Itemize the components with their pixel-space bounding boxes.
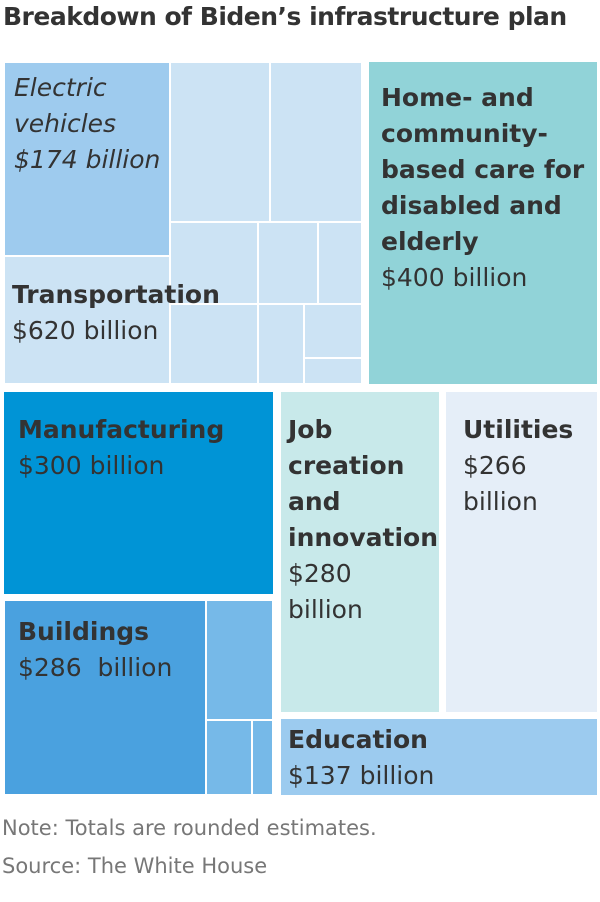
label-home-care-name: Home- and community-based care for disab… [381, 83, 585, 256]
label-manufacturing-value: $300 billion [18, 451, 165, 480]
cell-transportation-sub-4 [258, 222, 318, 304]
cell-transportation-sub-2 [270, 62, 362, 222]
label-transportation: Transportation $620 billion [12, 277, 242, 349]
cell-transportation-sub-3 [170, 222, 258, 304]
cell-transportation-sub-8 [304, 304, 362, 358]
label-buildings: Buildings $286 billion [18, 614, 203, 686]
cell-manufacturing [4, 392, 273, 594]
label-education: Education $137 billion [288, 722, 588, 794]
cell-transportation-sub-7 [258, 304, 304, 384]
label-job-creation-value: $280 billion [288, 559, 363, 624]
label-electric-vehicles-name: Electric vehicles [14, 73, 117, 138]
cell-buildings-main [4, 600, 206, 795]
cell-buildings-sub-1 [206, 600, 273, 720]
cell-transportation-sub-5 [318, 222, 362, 304]
label-home-care-value: $400 billion [381, 263, 528, 292]
chart-title: Breakdown of Biden’s infrastructure plan [3, 2, 567, 31]
cell-education [281, 719, 597, 795]
footnote: Note: Totals are rounded estimates. [2, 816, 377, 840]
cell-buildings-sub-3 [252, 720, 273, 795]
cell-buildings-sub-2 [206, 720, 252, 795]
label-utilities: Utilities $266 billion [463, 412, 583, 520]
label-buildings-value: $286 billion [18, 653, 173, 682]
source-note: Source: The White House [2, 854, 268, 878]
cell-transportation-sub-6 [170, 304, 258, 384]
label-utilities-value: $266 billion [463, 451, 538, 516]
cell-home-care [369, 62, 597, 384]
label-manufacturing-name: Manufacturing [18, 415, 225, 444]
label-job-creation-name: Job creation and innovation [288, 415, 438, 552]
label-manufacturing: Manufacturing $300 billion [18, 412, 268, 484]
label-education-value: $137 billion [288, 761, 435, 790]
label-electric-vehicles: Electric vehicles $174 billion [14, 70, 164, 178]
label-buildings-name: Buildings [18, 617, 150, 646]
label-transportation-value: $620 billion [12, 316, 159, 345]
label-electric-vehicles-value: $174 billion [14, 145, 161, 174]
cell-transportation-sub-9 [304, 358, 362, 384]
cell-job-creation [281, 392, 439, 712]
label-utilities-name: Utilities [463, 415, 574, 444]
label-education-name: Education [288, 725, 428, 754]
cell-transportation-sub-1 [170, 62, 270, 222]
cell-utilities [446, 392, 597, 712]
label-job-creation: Job creation and innovation $280 billion [288, 412, 438, 628]
label-home-care: Home- and community-based care for disab… [381, 80, 586, 296]
cell-electric-vehicles [4, 62, 170, 256]
cell-transportation-sub-10 [4, 256, 170, 384]
label-transportation-name: Transportation [12, 280, 220, 309]
